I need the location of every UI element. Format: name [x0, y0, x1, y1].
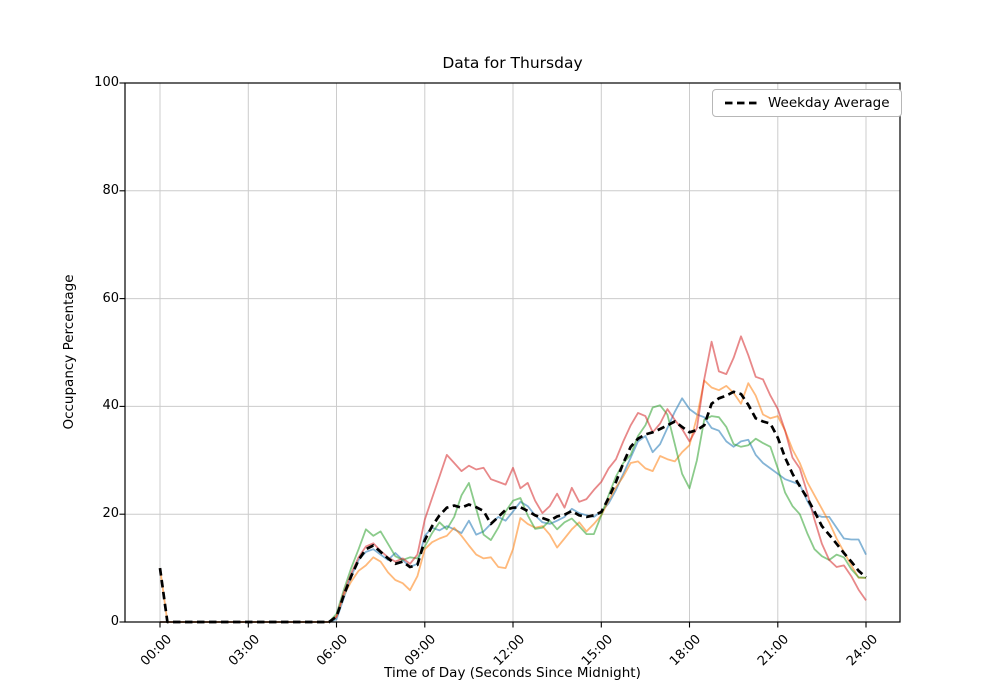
y-tick-label: 20: [102, 506, 119, 522]
series-line-weekday-average: [158, 390, 867, 624]
y-tick-label: 100: [94, 75, 119, 90]
y-tick-label: 80: [102, 182, 119, 198]
y-tick-label: 40: [102, 398, 119, 414]
x-axis-label: Time of Day (Seconds Since Midnight): [384, 665, 641, 681]
weekday-average-dash-icon: [725, 101, 757, 105]
y-tick-label: 60: [102, 290, 119, 306]
legend-label: Weekday Average: [768, 95, 890, 111]
chart-title: Data for Thursday: [442, 54, 583, 72]
y-tick-label: 0: [110, 614, 119, 629]
legend: Weekday Average: [712, 89, 902, 117]
